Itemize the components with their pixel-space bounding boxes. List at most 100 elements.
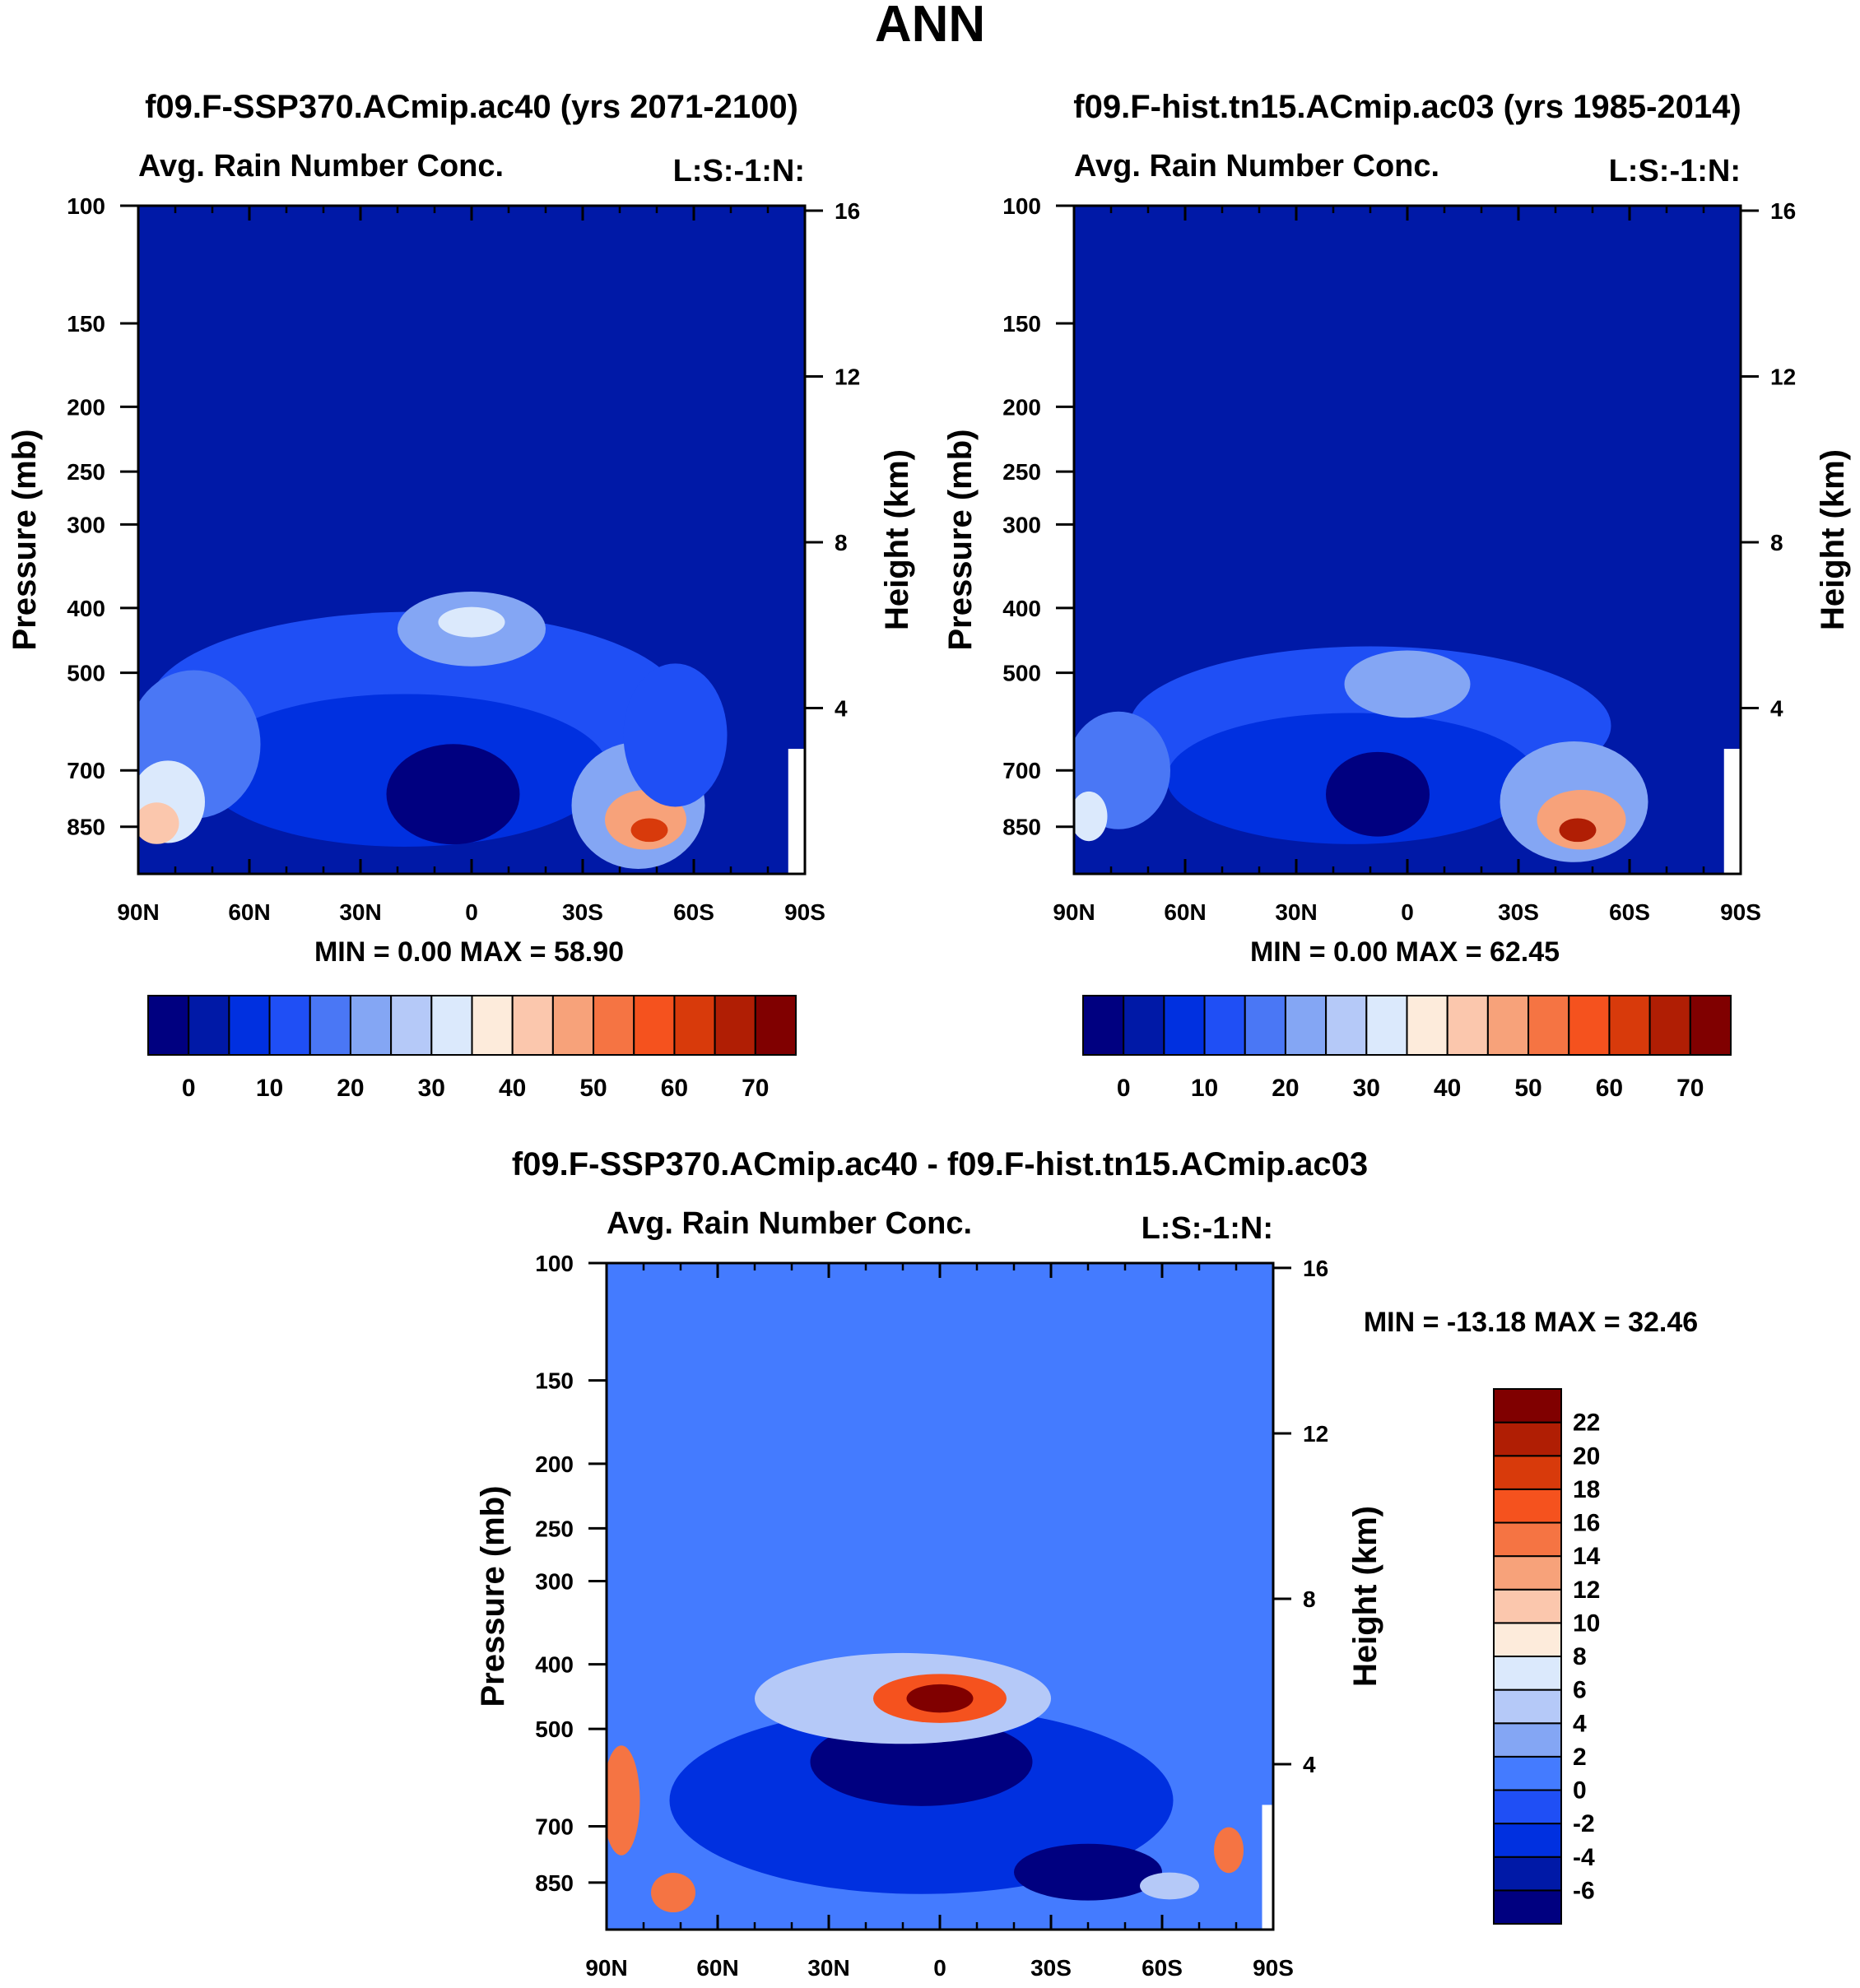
x-tick-label: 60S — [1142, 1955, 1183, 1981]
panel-subtitle-left: Avg. Rain Number Conc. — [1074, 149, 1439, 183]
y-tick-label: 250 — [535, 1516, 574, 1541]
y-tick-label: 250 — [1002, 459, 1041, 485]
x-tick-label: 30N — [1275, 899, 1317, 925]
y2-tick-label: 8 — [835, 530, 848, 555]
colorbar-swatch — [1493, 1656, 1562, 1691]
colorbar-label: 60 — [1596, 1075, 1623, 1102]
panel-subtitle-left: Avg. Rain Number Conc. — [138, 149, 504, 183]
colorbar-label: 20 — [1573, 1442, 1600, 1470]
y-tick-label: 700 — [1002, 758, 1041, 783]
y-tick-label: 850 — [535, 1870, 574, 1896]
x-tick-label: 0 — [465, 899, 478, 925]
contour-region — [1344, 650, 1471, 718]
colorbar-swatch — [1493, 1823, 1562, 1858]
x-tick-label: 60N — [1164, 899, 1206, 925]
contour-field — [607, 1263, 1273, 1930]
y2-tick-label: 12 — [835, 364, 860, 389]
colorbar-label: 40 — [499, 1075, 526, 1102]
y2-tick-label: 12 — [1303, 1421, 1328, 1447]
colorbar-label: 16 — [1573, 1510, 1600, 1537]
colorbar-swatch — [633, 995, 676, 1056]
panel-title: f09.F-SSP370.ACmip.ac40 - f09.F-hist.tn1… — [512, 1146, 1368, 1182]
colorbar-swatch — [673, 995, 716, 1056]
colorbar-swatch — [1493, 1388, 1562, 1424]
y2-axis-label: Height (km) — [1347, 1506, 1383, 1687]
y-tick-label: 200 — [1002, 394, 1041, 420]
y2-axis-label: Height (km) — [1815, 449, 1851, 630]
colorbar-swatch — [1406, 995, 1448, 1056]
panel-p2: 90N 60N 30N 0 30S 60S 90S100150200250300400500… — [942, 89, 1851, 1102]
colorbar-swatch — [430, 995, 473, 1056]
y-tick-label: 700 — [535, 1814, 574, 1840]
y-tick-label: 400 — [535, 1652, 574, 1678]
contour-field — [138, 206, 805, 874]
contour-region — [1214, 1827, 1244, 1874]
colorbar-swatch — [147, 995, 190, 1056]
y-tick-label: 100 — [535, 1251, 574, 1276]
contour-field — [1074, 206, 1741, 874]
colorbar-swatch — [593, 995, 635, 1056]
colorbar-swatch — [1446, 995, 1489, 1056]
colorbar-label: 10 — [1573, 1609, 1600, 1637]
y-tick-label: 400 — [67, 596, 105, 621]
contour-region — [630, 818, 668, 843]
y-axis-label: Pressure (mb) — [7, 430, 43, 651]
colorbar-label: 0 — [182, 1075, 196, 1102]
y2-tick-label: 8 — [1770, 530, 1783, 555]
missing-data-region — [788, 749, 805, 874]
colorbar-swatch — [471, 995, 514, 1056]
x-tick-label: 30S — [562, 899, 603, 925]
y-tick-label: 500 — [535, 1716, 574, 1742]
colorbar-swatch — [1365, 995, 1408, 1056]
y2-tick-label: 16 — [1770, 198, 1796, 224]
colorbar-swatch — [1203, 995, 1246, 1056]
colorbar-swatch — [1648, 995, 1691, 1056]
panel-p3: 90N 60N 30N 0 30S 60S 90S100150200250300400500… — [475, 1146, 1698, 1981]
colorbar-swatch — [1493, 1622, 1562, 1657]
colorbar-label: 8 — [1573, 1643, 1587, 1670]
panel-title: f09.F-SSP370.ACmip.ac40 (yrs 2071-2100) — [145, 89, 798, 125]
colorbar-label: -4 — [1573, 1844, 1595, 1871]
contour-region — [386, 744, 520, 845]
y-tick-label: 500 — [67, 661, 105, 686]
y2-tick-label: 4 — [1303, 1752, 1316, 1777]
colorbar-label: 20 — [1272, 1075, 1299, 1102]
y-axis-label: Pressure (mb) — [942, 430, 979, 651]
colorbar-swatch — [349, 995, 393, 1056]
x-tick-label: 90S — [1253, 1955, 1294, 1981]
colorbar-swatch — [1493, 1488, 1562, 1524]
colorbar-swatch — [309, 995, 351, 1056]
contour-region — [906, 1684, 974, 1713]
y2-tick-label: 8 — [1303, 1586, 1316, 1612]
x-tick-label: 60S — [673, 899, 714, 925]
y-tick-label: 400 — [1002, 596, 1041, 621]
contour-region — [607, 1745, 640, 1856]
colorbar-swatch — [1325, 995, 1368, 1056]
colorbar-swatch — [1493, 1421, 1562, 1457]
y2-tick-label: 16 — [835, 198, 860, 224]
colorbar-label: 0 — [1117, 1075, 1131, 1102]
colorbar-swatch — [228, 995, 271, 1056]
panel-subtitle-right: L:S:-1:N: — [1609, 154, 1741, 188]
x-tick-label: 30N — [339, 899, 381, 925]
colorbar-label: 10 — [256, 1075, 283, 1102]
y-tick-label: 300 — [1002, 512, 1041, 537]
x-tick-label: 30S — [1030, 1955, 1072, 1981]
colorbar-swatch — [1493, 1688, 1562, 1725]
x-tick-label: 90N — [117, 899, 159, 925]
y2-axis-label: Height (km) — [879, 449, 915, 630]
colorbar-swatch — [1244, 995, 1286, 1056]
y-tick-label: 850 — [67, 815, 105, 840]
min-max-label: MIN = 0.00 MAX = 58.90 — [314, 936, 624, 968]
colorbar-swatch — [1493, 1856, 1562, 1892]
colorbar-label: 30 — [418, 1075, 445, 1102]
x-tick-label: 60S — [1609, 899, 1650, 925]
y-tick-label: 150 — [535, 1368, 574, 1394]
colorbar-label: 0 — [1573, 1777, 1587, 1805]
y-tick-label: 700 — [67, 758, 105, 783]
colorbar-label: 40 — [1434, 1075, 1461, 1102]
min-max-label: MIN = 0.00 MAX = 62.45 — [1250, 936, 1560, 968]
colorbar-swatch — [1163, 995, 1206, 1056]
colorbar-swatch — [1082, 995, 1125, 1056]
